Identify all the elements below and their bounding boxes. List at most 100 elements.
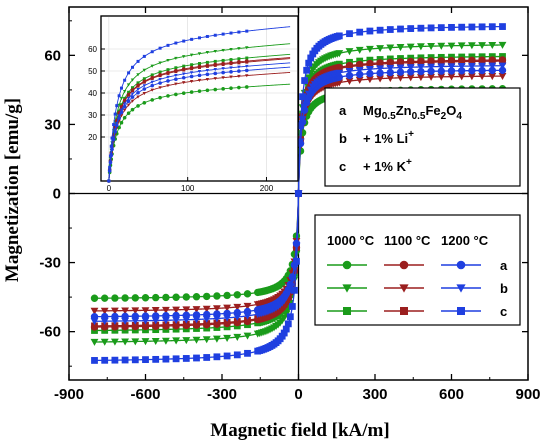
data-point: [498, 62, 507, 70]
inset-data-point: [221, 58, 225, 62]
legend-row-letter: b: [500, 281, 508, 296]
data-point: [467, 42, 476, 50]
inset-data-point: [108, 154, 112, 158]
inset-data-point: [117, 111, 121, 115]
data-point: [172, 337, 181, 345]
data-point: [335, 69, 344, 77]
legend-label-part: 4: [456, 111, 462, 122]
inset-data-point: [221, 63, 225, 67]
inset-x-tick-label: 100: [181, 184, 195, 193]
data-point: [307, 54, 315, 62]
data-point: [346, 30, 353, 38]
data-point: [203, 320, 211, 327]
inset-data-point: [126, 83, 131, 87]
inset-data-point: [213, 59, 217, 63]
inset-series-b: [107, 62, 291, 183]
inset-data-point: [213, 33, 217, 37]
legend-label-part: 0.5: [412, 111, 426, 122]
inset-data-point: [150, 76, 154, 80]
data-point: [376, 60, 384, 68]
inset-data-point: [189, 53, 194, 57]
data-point: [365, 45, 374, 53]
data-point: [300, 103, 309, 111]
data-point: [131, 356, 139, 364]
data-point: [284, 290, 293, 298]
data-point: [121, 322, 129, 329]
data-point: [335, 50, 344, 58]
data-point: [172, 306, 181, 314]
data-point: [131, 317, 140, 325]
data-point: [447, 42, 456, 50]
data-point: [355, 76, 364, 84]
inset-y-tick-label: 40: [88, 89, 97, 98]
inset-data-point: [136, 73, 140, 77]
data-point: [447, 73, 456, 81]
inset-data-point: [113, 128, 117, 132]
legend-temperatures: 1000 °C 1100 °C 1200 °C abc: [314, 214, 521, 326]
inset-data-point: [142, 80, 146, 84]
data-point: [233, 291, 242, 299]
inset-data-point: [245, 29, 249, 33]
series-c-1200: [91, 23, 506, 364]
data-point: [293, 257, 300, 265]
inset-data-point: [158, 77, 162, 82]
inset-data-point: [123, 78, 127, 82]
data-point: [468, 58, 476, 65]
inset-data-point: [166, 75, 170, 79]
data-point: [458, 58, 466, 65]
inset-data-point: [245, 56, 249, 60]
inset-data-point: [127, 90, 131, 94]
data-point: [202, 336, 211, 344]
data-point: [141, 317, 150, 325]
data-point: [243, 332, 252, 340]
data-point: [376, 65, 385, 73]
data-point: [468, 23, 476, 31]
data-point: [416, 63, 425, 71]
data-point: [345, 77, 354, 85]
inset-data-point: [166, 43, 170, 47]
data-point: [223, 318, 231, 326]
inset-data-point: [115, 119, 119, 123]
data-point: [437, 42, 446, 50]
inset-data-point: [150, 88, 154, 92]
inset-data-point: [166, 68, 170, 72]
y-tick-label: -30: [39, 255, 61, 272]
data-point: [478, 23, 486, 31]
inset-data-point: [123, 99, 127, 103]
data-point: [396, 74, 405, 82]
data-point: [91, 357, 98, 364]
inset-data-point: [130, 95, 135, 99]
data-point: [416, 74, 425, 82]
data-point: [192, 316, 201, 324]
inset-data-point: [190, 67, 194, 71]
data-point: [437, 58, 445, 66]
data-point: [172, 321, 180, 329]
data-point: [243, 290, 252, 298]
inset-data-point: [190, 63, 194, 67]
data-point: [152, 321, 160, 329]
inset-data-point: [115, 104, 119, 108]
data-point: [291, 286, 298, 294]
legend-label-part: Zn: [396, 103, 412, 118]
y-axis-label: Magnetization [emu/g]: [2, 98, 23, 282]
data-point: [244, 316, 251, 324]
data-point: [101, 322, 109, 330]
inset-data-point: [109, 144, 113, 148]
inset-data-point: [117, 114, 121, 118]
data-point: [355, 66, 364, 74]
data-point: [376, 26, 384, 34]
data-point: [131, 338, 140, 346]
inset-data-point: [245, 64, 249, 68]
data-point: [396, 64, 405, 72]
legend-sample-marker: [456, 260, 466, 270]
data-point: [292, 242, 301, 250]
inset-data-point: [221, 32, 225, 36]
inset-data-point: [198, 36, 201, 40]
main-series-group: [90, 23, 507, 364]
data-point: [417, 24, 425, 32]
data-point: [161, 317, 170, 325]
y-tick-label: 60: [44, 47, 61, 64]
inset-data-point: [136, 104, 140, 108]
data-point: [437, 63, 446, 71]
